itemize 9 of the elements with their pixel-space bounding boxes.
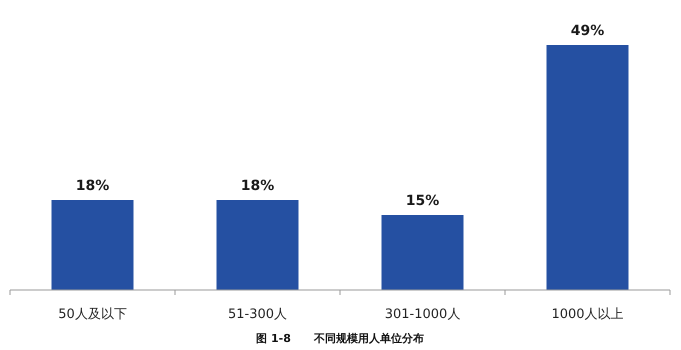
x-tick-label: 51-300人 xyxy=(228,307,288,322)
data-label: 18% xyxy=(76,178,110,194)
data-label: 49% xyxy=(570,23,604,39)
data-label: 18% xyxy=(240,178,274,194)
data-label: 15% xyxy=(406,193,440,209)
text: 图 1-8 不同规模用人单位分布 xyxy=(256,332,424,345)
x-tick-label: 50人及以下 xyxy=(58,307,127,322)
x-tick-label: 1000人以上 xyxy=(551,307,624,322)
x-tick-label: 301-1000人 xyxy=(384,307,460,322)
